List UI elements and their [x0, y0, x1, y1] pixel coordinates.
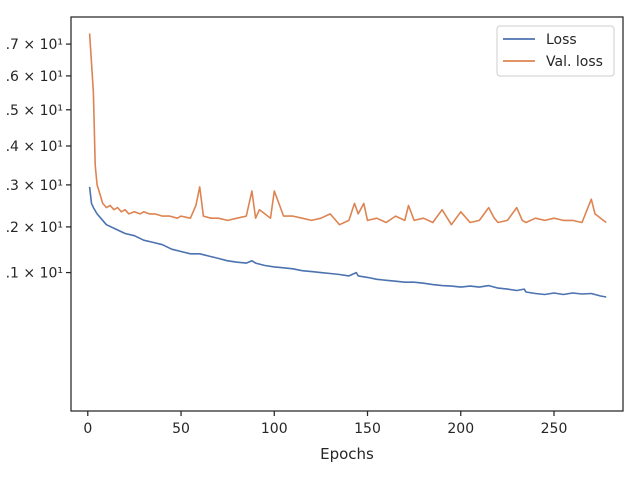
- y-tick-label: .5 × 10¹: [6, 103, 63, 119]
- plot-background: [71, 17, 623, 411]
- y-axis: .1 × 10¹ .2 × 10¹ .3 × 10¹ .4 × 10¹ .5 × 10¹…: [6, 37, 71, 282]
- x-tick-label: 200: [447, 421, 474, 437]
- plot-frame: [70, 16, 624, 412]
- legend-label-val-loss: Val. loss: [546, 54, 603, 70]
- x-tick-label: 50: [172, 421, 190, 437]
- x-tick-label: 250: [541, 421, 568, 437]
- y-tick-label: .3 × 10¹: [6, 178, 63, 194]
- y-tick-label: .4 × 10¹: [6, 139, 63, 155]
- y-tick-label: .1 × 10¹: [6, 266, 63, 282]
- legend[interactable]: Loss Val. loss: [496, 25, 615, 77]
- x-axis: 0 50 100 150 200 250: [83, 411, 567, 437]
- x-tick-label: 0: [83, 421, 92, 437]
- series-layer: [88, 33, 607, 298]
- x-tick-label: 150: [354, 421, 381, 437]
- legend-label-loss: Loss: [546, 32, 577, 48]
- y-tick-label: .6 × 10¹: [6, 69, 63, 85]
- y-tick-label: .7 × 10¹: [6, 37, 63, 53]
- y-tick-label: .2 × 10¹: [6, 220, 63, 236]
- x-tick-label: 100: [261, 421, 288, 437]
- x-axis-title: Epochs: [320, 445, 374, 463]
- series-line-loss: [88, 186, 607, 298]
- series-line-val-loss: [88, 33, 607, 226]
